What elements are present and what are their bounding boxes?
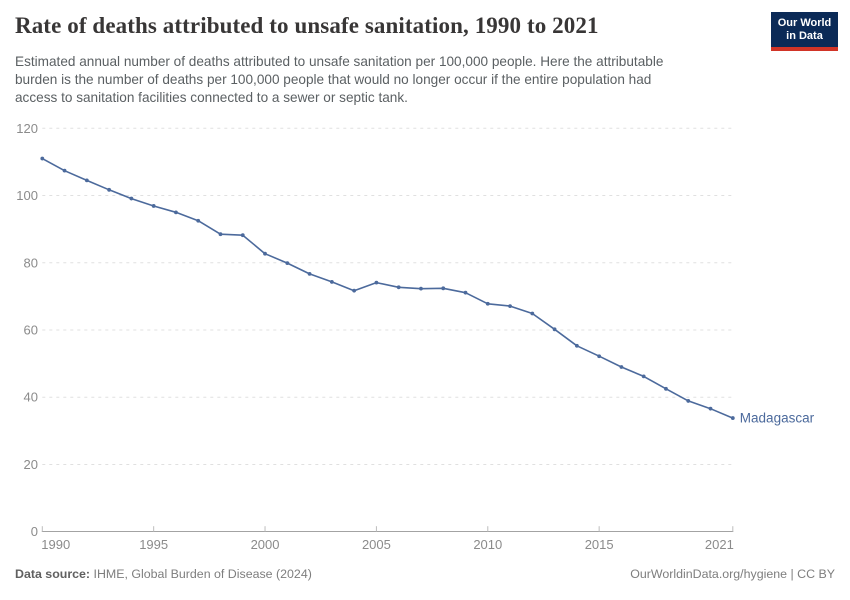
y-axis-tick-label: 100 [16,188,38,203]
data-point[interactable] [419,286,423,291]
data-point[interactable] [352,288,357,293]
x-axis-tick-label: 2010 [473,537,502,552]
data-point[interactable] [463,290,468,295]
data-point[interactable] [285,261,290,266]
y-axis-tick-label: 60 [24,323,38,338]
y-axis-tick-label: 0 [31,524,38,539]
subtitle-line: Estimated annual number of deaths attrib… [15,54,664,69]
data-point[interactable] [84,178,89,183]
data-point[interactable] [62,168,67,173]
owid-logo-line2: in Data [786,30,823,42]
x-axis-tick-label: 1995 [139,537,168,552]
data-point[interactable] [619,365,624,369]
data-point[interactable] [641,374,646,379]
data-point[interactable] [329,280,334,284]
y-axis-tick-label: 80 [24,255,38,270]
data-point[interactable] [708,406,713,411]
data-source: Data source: IHME, Global Burden of Dise… [15,567,312,581]
data-point[interactable] [686,399,691,403]
data-point[interactable] [396,285,401,290]
x-axis-tick-label: 2015 [585,537,614,552]
y-axis-tick-label: 20 [24,457,38,472]
chart-subtitle: Estimated annual number of deaths attrib… [15,53,750,106]
data-point[interactable] [174,210,178,215]
owid-license-link[interactable]: OurWorldinData.org/hygiene | CC BY [630,567,835,581]
data-point[interactable] [240,233,245,238]
x-axis-tick-label: 2021 [705,537,734,552]
owid-logo[interactable]: Our World in Data [771,12,838,51]
series-end-label: Madagascar [740,411,815,426]
owid-logo-line1: Our World [777,17,832,29]
data-point[interactable] [196,218,201,223]
data-point[interactable] [263,251,267,256]
data-point[interactable] [441,286,446,291]
x-axis-tick-label: 2005 [362,537,391,552]
subtitle-line: access to sanitation facilities connecte… [15,89,408,105]
data-point[interactable] [307,271,312,276]
x-axis-tick-label: 1990 [41,537,70,552]
x-axis-tick-label: 2000 [251,537,280,552]
data-point[interactable] [374,280,379,285]
y-axis-tick-label: 120 [16,121,38,136]
data-point[interactable] [574,343,579,348]
data-point[interactable] [508,304,512,309]
subtitle-line: burden is the number of deaths per 100,0… [15,71,652,87]
data-point[interactable] [552,327,557,332]
data-point[interactable] [107,187,112,192]
data-point[interactable] [664,386,668,391]
chart-title: Rate of deaths attributed to unsafe sani… [15,13,599,38]
chart-footer: Data source: IHME, Global Burden of Dise… [15,567,835,581]
data-point[interactable] [730,416,735,420]
data-source-value: IHME, Global Burden of Disease (2024) [93,567,312,581]
data-point[interactable] [597,354,602,359]
data-point[interactable] [129,196,134,201]
data-point[interactable] [151,204,156,208]
data-point[interactable] [530,311,535,316]
data-point[interactable] [218,232,223,237]
data-source-label: Data source: [15,567,91,581]
data-point[interactable] [40,156,45,161]
data-line[interactable] [41,157,734,419]
y-axis-tick-label: 40 [24,390,38,405]
data-point[interactable] [485,301,490,306]
